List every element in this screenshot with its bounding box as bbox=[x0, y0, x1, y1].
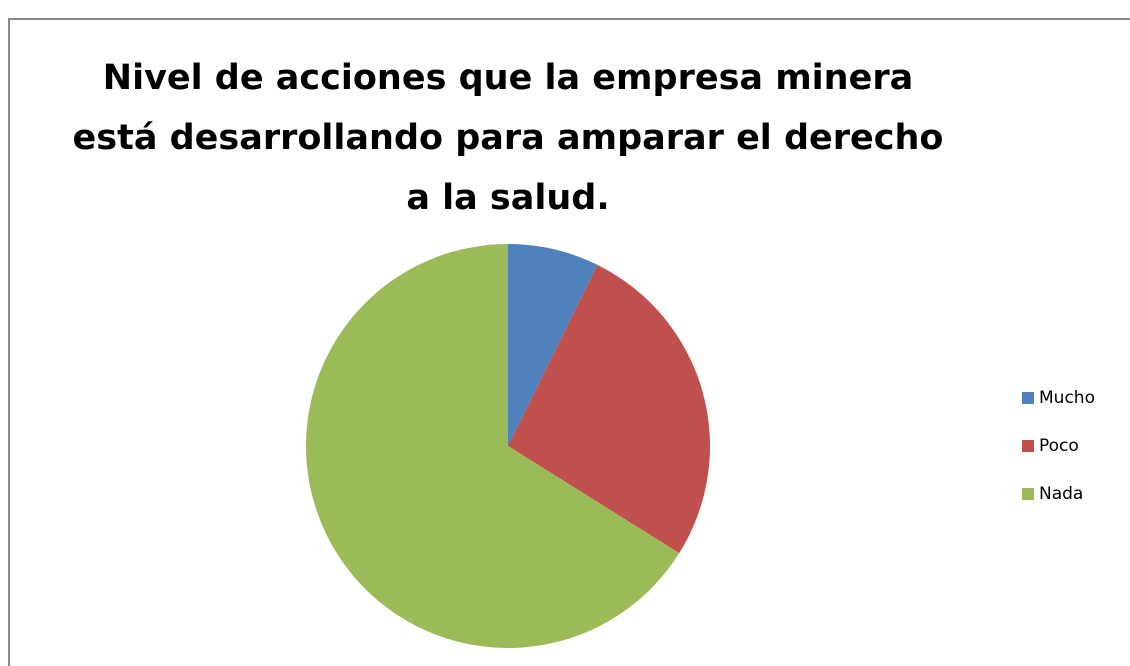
legend-swatch bbox=[1022, 440, 1034, 452]
legend-label: Mucho bbox=[1039, 388, 1095, 408]
pie-slice bbox=[508, 244, 598, 446]
chart-title: Nivel de acciones que la empresa minera … bbox=[72, 58, 944, 218]
legend-swatch bbox=[1022, 488, 1034, 500]
pie-slice bbox=[306, 244, 680, 648]
legend-label: Poco bbox=[1039, 436, 1079, 456]
legend-label: Nada bbox=[1039, 484, 1083, 504]
legend-swatch bbox=[1022, 392, 1034, 404]
pie-slice bbox=[508, 264, 710, 554]
